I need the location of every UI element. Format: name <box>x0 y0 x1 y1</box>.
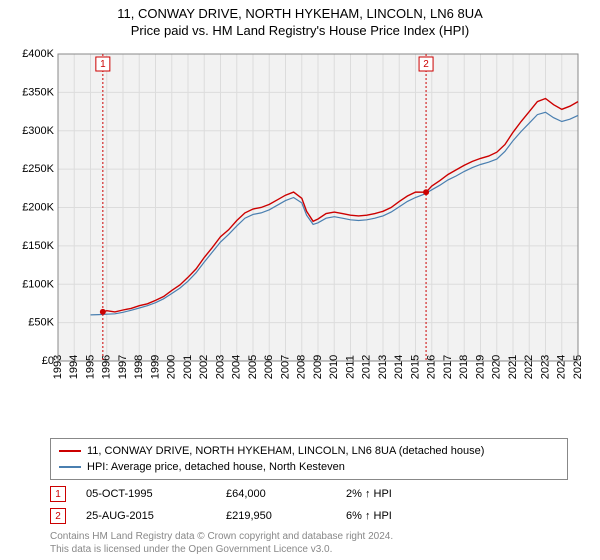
svg-text:£100K: £100K <box>22 278 54 290</box>
svg-text:1995: 1995 <box>84 355 96 379</box>
svg-text:£350K: £350K <box>22 86 54 98</box>
svg-text:2017: 2017 <box>442 355 454 379</box>
title-sub: Price paid vs. HM Land Registry's House … <box>0 23 600 38</box>
event-date: 05-OCT-1995 <box>86 488 206 500</box>
svg-text:2020: 2020 <box>491 355 503 379</box>
svg-text:2018: 2018 <box>458 355 470 379</box>
footer: Contains HM Land Registry data © Crown c… <box>50 530 550 556</box>
svg-text:£50K: £50K <box>28 317 54 329</box>
svg-text:2019: 2019 <box>474 355 486 379</box>
svg-text:2023: 2023 <box>539 355 551 379</box>
svg-text:2012: 2012 <box>361 355 373 379</box>
svg-text:2008: 2008 <box>296 355 308 379</box>
svg-text:2003: 2003 <box>214 355 226 379</box>
event-marker: 2 <box>50 508 66 524</box>
svg-text:2000: 2000 <box>166 355 178 379</box>
svg-text:£150K: £150K <box>22 240 54 252</box>
footer-line2: This data is licensed under the Open Gov… <box>50 543 550 556</box>
chart-container: 11, CONWAY DRIVE, NORTH HYKEHAM, LINCOLN… <box>0 0 600 560</box>
svg-text:2024: 2024 <box>556 355 568 379</box>
svg-text:£250K: £250K <box>22 163 54 175</box>
svg-text:2014: 2014 <box>393 355 405 379</box>
titles: 11, CONWAY DRIVE, NORTH HYKEHAM, LINCOLN… <box>0 0 600 38</box>
chart-wrap: £0£50K£100K£150K£200K£250K£300K£350K£400… <box>10 46 590 401</box>
legend-label: HPI: Average price, detached house, Nort… <box>87 459 345 475</box>
svg-text:2016: 2016 <box>426 355 438 379</box>
svg-text:2011: 2011 <box>344 355 356 379</box>
legend-row: HPI: Average price, detached house, Nort… <box>59 459 559 475</box>
svg-text:2005: 2005 <box>247 355 259 379</box>
svg-text:2009: 2009 <box>312 355 324 379</box>
legend-label: 11, CONWAY DRIVE, NORTH HYKEHAM, LINCOLN… <box>87 443 484 459</box>
svg-text:2022: 2022 <box>523 355 535 379</box>
svg-text:£300K: £300K <box>22 125 54 137</box>
line-chart: £0£50K£100K£150K£200K£250K£300K£350K£400… <box>10 46 590 401</box>
event-list: 1 05-OCT-1995 £64,000 2% ↑ HPI 2 25-AUG-2015 £… <box>50 480 550 524</box>
svg-text:1994: 1994 <box>68 355 80 379</box>
legend-row: 11, CONWAY DRIVE, NORTH HYKEHAM, LINCOLN… <box>59 443 559 459</box>
svg-text:£400K: £400K <box>22 48 54 60</box>
svg-text:1997: 1997 <box>117 355 129 379</box>
footer-line1: Contains HM Land Registry data © Crown c… <box>50 530 550 543</box>
svg-text:2006: 2006 <box>263 355 275 379</box>
svg-text:2: 2 <box>423 59 429 70</box>
svg-text:2010: 2010 <box>328 355 340 379</box>
event-row: 1 05-OCT-1995 £64,000 2% ↑ HPI <box>50 486 550 502</box>
svg-text:1999: 1999 <box>149 355 161 379</box>
svg-text:£200K: £200K <box>22 202 54 214</box>
svg-text:2002: 2002 <box>198 355 210 379</box>
svg-text:2015: 2015 <box>409 355 421 379</box>
event-delta: 6% ↑ HPI <box>346 510 392 522</box>
svg-text:2004: 2004 <box>231 355 243 379</box>
svg-text:2021: 2021 <box>507 355 519 379</box>
svg-text:2013: 2013 <box>377 355 389 379</box>
event-row: 2 25-AUG-2015 £219,950 6% ↑ HPI <box>50 508 550 524</box>
legend-swatch <box>59 466 81 468</box>
title-main: 11, CONWAY DRIVE, NORTH HYKEHAM, LINCOLN… <box>0 6 600 21</box>
event-delta: 2% ↑ HPI <box>346 488 392 500</box>
legend-swatch <box>59 450 81 452</box>
svg-text:1998: 1998 <box>133 355 145 379</box>
event-price: £64,000 <box>226 488 326 500</box>
event-price: £219,950 <box>226 510 326 522</box>
event-date: 25-AUG-2015 <box>86 510 206 522</box>
svg-text:1: 1 <box>100 59 106 70</box>
legend: 11, CONWAY DRIVE, NORTH HYKEHAM, LINCOLN… <box>50 438 568 480</box>
event-marker: 1 <box>50 486 66 502</box>
svg-text:2007: 2007 <box>279 355 291 379</box>
svg-text:2001: 2001 <box>182 355 194 379</box>
